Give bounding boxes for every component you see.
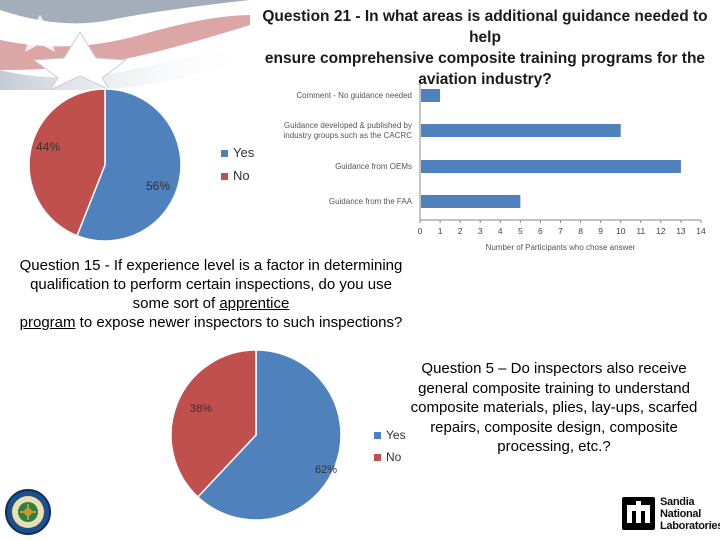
x-tick-label: 9: [598, 226, 603, 236]
q15-text-start: Question 15 - If experience level is a f…: [19, 257, 403, 312]
sandia-thunderbird-icon: [622, 497, 655, 530]
sandia-line-3: Laboratories: [660, 520, 720, 532]
legend-swatch-yes: [221, 150, 228, 157]
category-label-0: Comment - No guidance needed: [296, 91, 412, 100]
faa-seal-logo: [5, 489, 51, 535]
title-line-1: Question 21 - In what areas is additiona…: [262, 8, 708, 46]
x-tick-label: 1: [438, 226, 443, 236]
x-tick-label: 11: [636, 226, 645, 236]
pie-slice-no: [170, 349, 257, 499]
pie-data-label-yes: 56%: [146, 179, 170, 193]
q15-text-end: to expose newer inspectors to such inspe…: [75, 314, 403, 331]
title-line-3: aviation industry?: [418, 71, 552, 88]
q15-underlined-apprentice: apprentice: [219, 295, 290, 312]
x-tick-label: 0: [418, 226, 423, 236]
category-label-3: Guidance from the FAA: [329, 197, 413, 206]
category-label-1: Guidance developed & published by: [284, 121, 412, 130]
question-5-text: Question 5 – Do inspectors also receive …: [410, 360, 698, 455]
x-tick-label: 2: [458, 226, 463, 236]
sandia-line-2: National: [660, 508, 701, 520]
question-21-title: Question 21 - In what areas is additiona…: [250, 6, 720, 90]
category-label-1: industry groups such as the CACRC: [284, 131, 413, 140]
legend-label-no: No: [233, 168, 250, 183]
flag-star-decoration: [0, 0, 250, 90]
title-line-2: ensure comprehensive composite training …: [264, 50, 706, 67]
pie-data-label-yes: 62%: [315, 464, 337, 476]
x-tick-label: 10: [616, 226, 626, 236]
pie-chart-yes-no-1: 56% 44% Yes No: [28, 88, 255, 242]
x-axis-label: Number of Participants who chose answer: [486, 243, 636, 252]
pie-chart-yes-no-2: 62% 38% Yes No: [170, 349, 406, 521]
x-tick-label: 14: [696, 226, 706, 236]
bar-2: [421, 160, 681, 173]
x-tick-label: 6: [538, 226, 543, 236]
question-15-text: Question 15 - If experience level is a f…: [18, 256, 404, 332]
legend-label-yes: Yes: [386, 428, 406, 442]
bar-3: [421, 195, 521, 208]
pie-data-label-no: 44%: [36, 140, 60, 154]
sandia-logo: Sandia National Laboratories: [622, 494, 720, 534]
x-tick-label: 12: [656, 226, 666, 236]
star-icon: [32, 31, 128, 90]
sandia-line-1: Sandia: [660, 496, 695, 508]
x-tick-label: 13: [676, 226, 686, 236]
legend-swatch-no: [221, 173, 228, 180]
x-tick-label: 8: [578, 226, 583, 236]
x-tick-label: 7: [558, 226, 563, 236]
legend-swatch-yes: [374, 432, 381, 439]
bar-chart-guidance: Comment - No guidance needed Guidance dev…: [284, 84, 706, 252]
pie-data-label-no: 38%: [190, 403, 212, 415]
x-tick-label: 5: [518, 226, 523, 236]
legend-swatch-no: [374, 454, 381, 461]
pie-slice-yes: [76, 88, 182, 242]
pie-slice-yes: [196, 349, 342, 521]
q15-underlined-program: program: [19, 314, 76, 331]
legend-label-no: No: [386, 450, 402, 464]
bar-1: [421, 124, 621, 137]
category-label-2: Guidance from OEMs: [335, 162, 412, 171]
pie-slice-no: [28, 88, 106, 237]
legend-label-yes: Yes: [233, 145, 255, 160]
bar-0: [421, 89, 441, 102]
x-tick-label: 4: [498, 226, 503, 236]
x-tick-label: 3: [478, 226, 483, 236]
